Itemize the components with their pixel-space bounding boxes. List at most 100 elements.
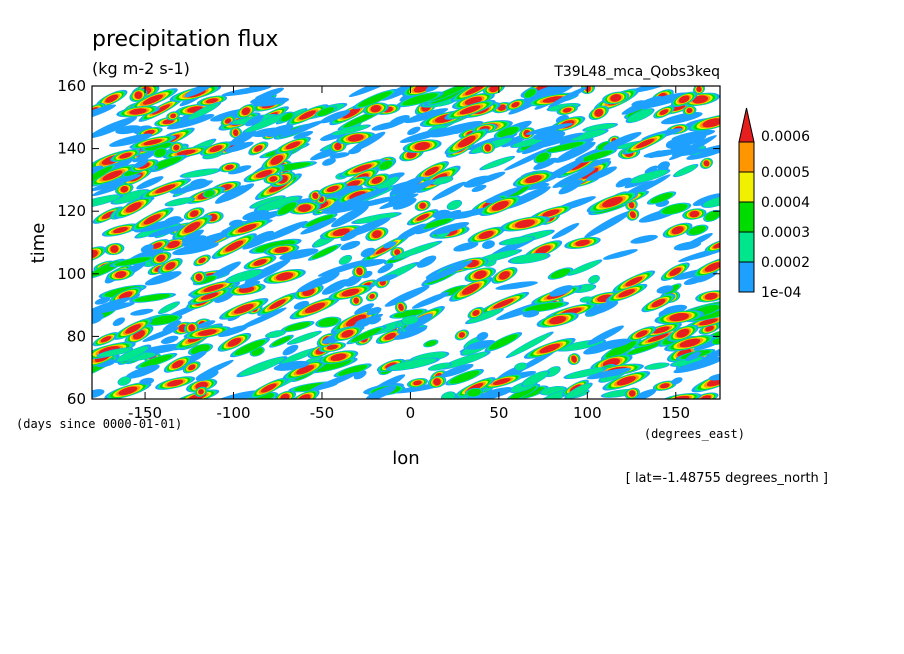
precip-cell: [300, 217, 337, 235]
precip-cell: [263, 173, 283, 185]
precip-cell: [95, 89, 128, 108]
precip-cell: [658, 202, 692, 216]
precip-cell: [179, 168, 222, 178]
precip-cell: [562, 379, 589, 397]
precip-cell: [567, 353, 581, 365]
precip-cell: [183, 322, 200, 334]
precip-cell: [308, 189, 323, 202]
precip-cell: [96, 347, 134, 358]
precip-cell: [390, 240, 443, 261]
precip-cell: [254, 87, 284, 101]
precip-cell: [352, 88, 398, 110]
precip-cell: [113, 317, 153, 340]
y-tick-label: 120: [57, 202, 86, 220]
precip-cell: [431, 222, 470, 235]
precip-cell: [644, 362, 670, 370]
precip-cell: [127, 88, 178, 112]
precip-cell: [224, 268, 264, 284]
precip-cell: [194, 386, 208, 397]
precip-cell: [224, 218, 271, 238]
x-tick-label: 0: [406, 404, 416, 422]
precip-cell: [627, 169, 671, 184]
precip-cell: [354, 303, 375, 315]
precip-cell: [464, 267, 497, 283]
precip-cell: [94, 297, 111, 305]
precip-cell: [417, 217, 456, 231]
precip-cell: [238, 280, 261, 289]
precip-cell: [383, 241, 397, 249]
precip-cell: [225, 141, 254, 153]
precip-cell: [586, 191, 639, 213]
precip-cell: [377, 159, 395, 171]
precip-cell: [397, 223, 427, 240]
precip-cell: [477, 291, 530, 316]
precip-cell: [505, 331, 554, 359]
precip-cell: [112, 317, 126, 327]
precip-cell: [251, 127, 283, 138]
precip-cell: [602, 131, 642, 150]
precip-cell: [685, 307, 720, 323]
precip-cell: [654, 310, 704, 325]
precip-cell: [218, 162, 240, 173]
precip-cell: [363, 173, 390, 188]
precip-cell: [662, 222, 693, 238]
precip-cell: [499, 216, 550, 232]
precip-cell: [646, 191, 677, 205]
precip-cell: [622, 132, 669, 155]
colorbar-label: 0.0002: [761, 255, 810, 271]
precip-cell: [273, 360, 310, 371]
precip-cell: [164, 197, 196, 207]
precip-cell: [427, 375, 447, 389]
precip-cell: [669, 356, 706, 367]
precip-cell: [401, 86, 442, 97]
precip-cell: [695, 290, 720, 303]
precip-cell: [396, 91, 444, 108]
precip-cell: [150, 251, 172, 265]
precip-cell: [166, 114, 215, 130]
precip-cell: [136, 176, 164, 190]
precip-cell: [249, 377, 289, 399]
colorbar-label: 0.0003: [761, 225, 810, 241]
precip-cell: [157, 301, 180, 314]
precip-cell: [653, 105, 675, 119]
precip-cell: [394, 301, 408, 314]
x-tick-label: -150: [128, 404, 162, 422]
precip-cell: [377, 263, 394, 274]
x-axis-units: (degrees_east): [644, 427, 745, 441]
precip-cell: [471, 184, 487, 193]
precip-cell: [687, 114, 720, 132]
precip-cell: [467, 306, 485, 320]
precip-cell: [453, 241, 479, 252]
precip-cell: [191, 271, 207, 284]
precip-cell: [140, 141, 176, 152]
precip-cell: [92, 165, 104, 178]
precip-cell: [507, 252, 551, 264]
precip-cell: [671, 148, 706, 157]
precip-cell: [365, 385, 397, 399]
precip-cell: [104, 381, 152, 399]
precip-cell: [432, 181, 466, 201]
precip-cell: [629, 86, 674, 94]
precip-cell: [533, 151, 552, 164]
precip-cell: [664, 334, 716, 352]
precip-cell: [92, 104, 117, 123]
precip-cell: [333, 363, 372, 378]
plot-frame: [91, 85, 721, 400]
precip-cell: [92, 164, 138, 187]
precip-cell: [514, 362, 528, 371]
precip-cell: [157, 237, 190, 252]
dataset-label: T39L48_mca_Qobs3keq: [553, 64, 720, 80]
precip-cell: [140, 244, 154, 253]
x-axis-label: lon: [392, 448, 419, 469]
precip-cell: [129, 88, 148, 102]
colorbar-label: 0.0005: [761, 165, 810, 181]
precip-cell: [330, 205, 369, 228]
y-tick-label: 140: [57, 140, 86, 158]
precip-cell: [536, 312, 579, 328]
precip-cell: [362, 102, 389, 115]
precip-cell: [450, 124, 465, 134]
precip-cell: [230, 130, 257, 146]
precip-cell: [545, 366, 561, 378]
precip-cell: [228, 165, 252, 175]
precipitation-field: [92, 86, 720, 399]
